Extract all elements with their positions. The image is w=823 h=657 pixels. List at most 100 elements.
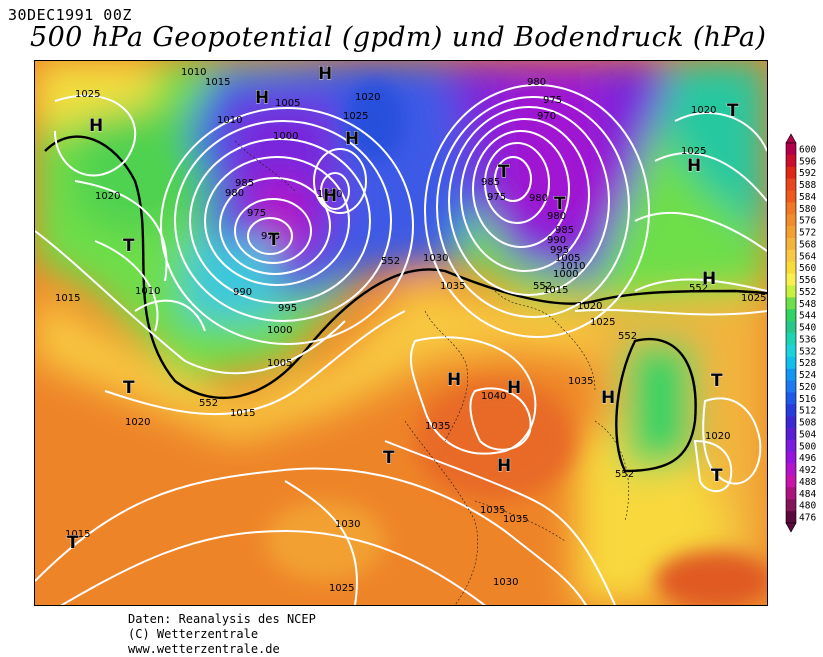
scale-swatch: [786, 356, 796, 369]
contour-label: 1005: [267, 358, 292, 369]
scale-label: 572: [799, 228, 816, 239]
contour-label: 1015: [205, 77, 230, 88]
chart-date: 30DEC1991 00Z: [8, 6, 132, 24]
contour-label: 1020: [577, 301, 602, 312]
weather-map[interactable]: 1025 1020 1015 1010 1005 1000 995 990 98…: [34, 60, 768, 606]
contour-label: 970: [537, 111, 556, 122]
contour-label: 1025: [343, 111, 368, 122]
high-pressure-symbol: H: [89, 116, 103, 136]
color-scale-legend: 600 596 592 588 584 580 576 572 568 564 560 556 552 5…: [784, 133, 822, 533]
data-source: Daten: Reanalysis des NCEP: [128, 612, 316, 626]
high-pressure-symbol: H: [601, 388, 615, 408]
contour-label: 995: [550, 245, 569, 256]
scale-swatch: [786, 499, 796, 512]
scale-swatch: [786, 249, 796, 263]
website-link[interactable]: www.wetterzentrale.de: [128, 642, 280, 656]
contour-label: 1015: [230, 408, 255, 419]
contour-label: 1010: [181, 67, 206, 78]
high-pressure-symbol: H: [345, 129, 359, 149]
scale-swatch: [786, 226, 796, 239]
scale-label: 508: [799, 418, 816, 429]
high-pressure-symbol: H: [702, 269, 716, 289]
scale-swatch: [786, 202, 796, 215]
low-pressure-symbol: T: [67, 533, 79, 553]
contour-label: 975: [543, 95, 562, 106]
scale-label: 520: [799, 382, 816, 393]
contour-label: 552: [199, 398, 218, 409]
scale-swatch: [786, 166, 796, 179]
contour-label: 1000: [273, 131, 298, 142]
contour-label: 552: [618, 331, 637, 342]
scale-swatch: [786, 309, 796, 322]
contour-label: 552: [381, 256, 400, 267]
scale-label: 524: [799, 370, 816, 381]
contour-label: 1020: [95, 191, 120, 202]
high-pressure-symbol: H: [497, 456, 511, 476]
contour-label: 1035: [568, 376, 593, 387]
scale-arrow-bottom: [785, 522, 797, 533]
contour-label: 1010: [560, 261, 585, 272]
scale-label: 568: [799, 239, 816, 250]
high-pressure-symbol: H: [507, 378, 521, 398]
scale-swatch: [786, 404, 796, 417]
scale-label: 536: [799, 334, 816, 345]
scale-label: 484: [799, 489, 816, 500]
contour-label: 1010: [135, 286, 160, 297]
scale-swatch: [786, 321, 796, 334]
scale-swatch: [786, 392, 796, 405]
scale-swatch: [786, 273, 796, 286]
low-pressure-symbol: T: [711, 466, 723, 486]
contour-label: 1000: [553, 269, 578, 280]
chart-title: 500 hPa Geopotential (gpdm) und Bodendru…: [30, 22, 767, 53]
contour-label: 980: [529, 193, 548, 204]
contour-label: 990: [233, 287, 252, 298]
scale-label: 500: [799, 441, 816, 452]
low-pressure-symbol: T: [123, 236, 135, 256]
scale-label: 584: [799, 192, 816, 203]
scale-swatch: [786, 178, 796, 191]
scale-swatch: [786, 261, 796, 274]
contour-label: 1030: [317, 189, 342, 200]
scale-label: 556: [799, 275, 816, 286]
scale-label: 592: [799, 168, 816, 179]
contour-label: 1025: [75, 89, 100, 100]
contour-label: 985: [235, 178, 254, 189]
scale-swatch: [786, 238, 796, 251]
scale-swatch: [786, 154, 796, 168]
scale-label: 560: [799, 263, 816, 274]
high-pressure-symbol: H: [687, 156, 701, 176]
scale-label: 496: [799, 453, 816, 464]
high-pressure-symbol: H: [323, 186, 337, 206]
contour-label: 970: [261, 231, 280, 242]
scale-swatch: [786, 285, 796, 298]
high-pressure-symbol: H: [318, 64, 332, 84]
scale-label: 548: [799, 299, 816, 310]
scale-label: 540: [799, 323, 816, 334]
contour-label: 1025: [681, 146, 706, 157]
contour-label: 975: [247, 208, 266, 219]
contour-label: 975: [487, 192, 506, 203]
scale-label: 596: [799, 156, 816, 167]
low-pressure-symbol: T: [727, 101, 739, 121]
contour-label: 552: [615, 469, 634, 480]
contour-label: 985: [555, 225, 574, 236]
contour-label: 1015: [55, 293, 80, 304]
low-pressure-symbol: T: [554, 194, 566, 214]
scale-swatch: [786, 190, 796, 203]
contour-label: 1020: [705, 431, 730, 442]
contour-label: 1015: [65, 529, 90, 540]
contour-label: 990: [547, 235, 566, 246]
scale-swatch: [786, 416, 796, 429]
scale-swatch: [786, 439, 796, 453]
scale-label: 504: [799, 429, 816, 440]
contour-label: 1035: [480, 505, 505, 516]
scale-arrow-top: [785, 133, 797, 144]
scale-label: 480: [799, 501, 816, 512]
contour-label: 1000: [267, 325, 292, 336]
scale-swatch: [786, 333, 796, 346]
contour-label: 1020: [691, 105, 716, 116]
scale-label: 544: [799, 311, 816, 322]
scale-label: 512: [799, 406, 816, 417]
scale-label: 552: [799, 287, 816, 298]
scale-swatch: [786, 143, 796, 156]
